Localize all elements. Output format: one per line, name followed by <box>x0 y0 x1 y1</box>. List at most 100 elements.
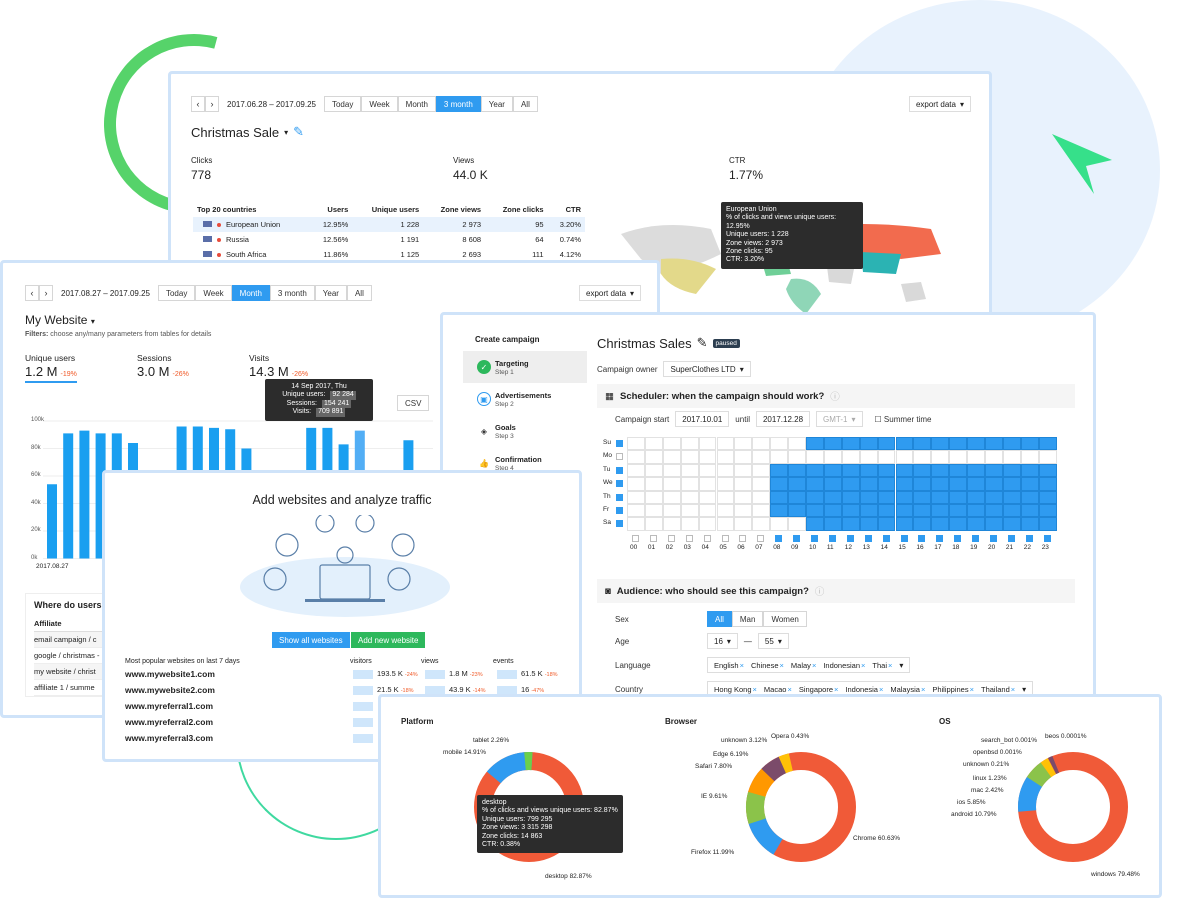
day-checkbox[interactable] <box>616 480 623 488</box>
prev-period-button[interactable]: ‹ <box>191 96 205 112</box>
bar[interactable] <box>47 484 57 559</box>
prev-period-button-2[interactable]: ‹ <box>25 285 39 301</box>
period-tab[interactable]: Year <box>314 285 347 301</box>
hour-checkbox[interactable] <box>793 534 801 542</box>
website-link[interactable]: www.mywebsite2.com <box>125 685 215 695</box>
period-tab[interactable]: Week <box>195 285 232 301</box>
sex-option[interactable]: Man <box>731 611 764 627</box>
hour-checkbox[interactable] <box>649 534 657 542</box>
remove-icon[interactable]: × <box>888 660 893 670</box>
day-checkbox[interactable] <box>616 520 623 528</box>
hour-checkbox[interactable] <box>828 534 836 542</box>
summer-time-checkbox[interactable]: ☐ Summer time <box>874 414 932 424</box>
hour-checkbox[interactable] <box>775 534 783 542</box>
hour-checkbox[interactable] <box>703 534 711 542</box>
period-tab[interactable]: 3 month <box>435 96 481 112</box>
period-tab[interactable]: Today <box>157 285 196 301</box>
table-row[interactable]: South Africa 11.86% 1 125 2 693 111 4.12% <box>193 247 585 262</box>
sex-option[interactable]: Women <box>763 611 807 627</box>
country-chip[interactable]: Singapore × <box>798 684 839 694</box>
owner-select[interactable]: SuperClothes LTD ▾ <box>663 361 751 377</box>
remove-icon[interactable]: × <box>920 684 926 694</box>
hour-checkbox[interactable] <box>990 534 997 542</box>
export-data-select-2[interactable]: export data ▾ <box>579 285 642 301</box>
sex-option[interactable]: All <box>707 611 732 627</box>
period-tab[interactable]: All <box>346 285 372 301</box>
remove-icon[interactable]: × <box>878 684 884 694</box>
hour-checkbox[interactable] <box>1007 534 1015 542</box>
remove-icon[interactable]: × <box>787 684 792 694</box>
dropdown-icon[interactable]: ▾ <box>899 660 904 670</box>
end-date-input[interactable]: 2017.12.28 <box>755 411 811 427</box>
remove-icon[interactable]: × <box>969 684 974 694</box>
day-checkbox[interactable] <box>616 466 623 474</box>
hour-checkbox[interactable] <box>936 534 944 542</box>
hour-checkbox[interactable] <box>721 534 729 542</box>
add-new-website-button[interactable]: Add new website <box>351 632 426 648</box>
period-tab[interactable]: Month <box>231 285 270 301</box>
language-chip[interactable]: Malay × <box>790 660 817 670</box>
language-chip[interactable]: Indonesian × <box>823 660 866 670</box>
day-checkbox[interactable] <box>616 507 623 514</box>
day-checkbox[interactable] <box>616 493 623 501</box>
language-chip[interactable]: English × <box>714 660 744 670</box>
edit-pencil-icon[interactable]: ✎ <box>293 124 305 139</box>
period-tab[interactable]: Month <box>397 96 436 112</box>
country-chip[interactable]: Macao × <box>763 684 792 694</box>
period-tab[interactable]: Year <box>480 96 513 112</box>
period-tab[interactable]: 3 month <box>269 285 315 301</box>
age-to-select[interactable]: 55 ▾ <box>757 633 789 649</box>
remove-icon[interactable]: × <box>861 660 866 670</box>
hour-checkbox[interactable] <box>918 534 926 542</box>
hour-checkbox[interactable] <box>972 534 980 542</box>
table-row[interactable]: European Union 12.95% 1 228 2 973 95 3.20% <box>193 217 585 232</box>
website-link[interactable]: www.myreferral3.com <box>125 733 214 743</box>
table-row[interactable]: Russia 12.56% 1 191 8 608 64 0.74% <box>193 232 585 247</box>
country-chip[interactable]: Indonesia × <box>845 684 884 694</box>
hour-checkbox[interactable] <box>757 534 765 542</box>
website-link[interactable]: www.myreferral1.com <box>125 701 214 711</box>
period-tab[interactable]: All <box>512 96 538 112</box>
hour-checkbox[interactable] <box>685 534 693 542</box>
hour-checkbox[interactable] <box>739 534 747 542</box>
remove-icon[interactable]: × <box>779 660 784 670</box>
hour-checkbox[interactable] <box>846 534 854 542</box>
hour-checkbox[interactable] <box>882 534 890 542</box>
bar[interactable] <box>79 430 90 559</box>
export-data-select[interactable]: export data ▾ <box>908 96 971 112</box>
age-from-select[interactable]: 16 ▾ <box>707 633 738 649</box>
remove-icon[interactable]: × <box>752 684 757 694</box>
day-checkbox[interactable] <box>616 440 623 447</box>
timezone-select[interactable]: GMT-1 ▾ <box>816 411 863 427</box>
hour-checkbox[interactable] <box>667 534 675 542</box>
website-link[interactable]: www.myreferral2.com <box>125 717 214 727</box>
csv-button[interactable]: CSV <box>397 395 430 411</box>
language-chip[interactable]: Thai × <box>872 660 893 670</box>
period-tab[interactable]: Today <box>323 96 362 112</box>
language-chip[interactable]: Chinese × <box>751 660 784 670</box>
remove-icon[interactable]: × <box>811 660 817 670</box>
next-period-button[interactable]: › <box>205 96 219 112</box>
dropdown-icon[interactable]: ▾ <box>1022 684 1027 694</box>
day-checkbox[interactable] <box>616 453 623 461</box>
help-icon[interactable]: ⓘ <box>830 392 840 403</box>
hour-checkbox[interactable] <box>811 534 818 542</box>
country-chip[interactable]: Philippines × <box>932 684 974 694</box>
bar[interactable] <box>95 433 106 559</box>
website-link[interactable]: www.mywebsite1.com <box>125 669 215 679</box>
edit-pencil-icon-2[interactable]: ✎ <box>696 335 708 350</box>
hour-checkbox[interactable] <box>1043 534 1051 542</box>
country-chip[interactable]: Hong Kong × <box>714 684 757 694</box>
hour-checkbox[interactable] <box>1025 534 1033 542</box>
show-all-websites-button[interactable]: Show all websites <box>272 632 350 648</box>
country-chip[interactable]: Malaysia × <box>890 684 926 694</box>
remove-icon[interactable]: × <box>739 660 744 670</box>
remove-icon[interactable]: × <box>834 684 839 694</box>
bar[interactable] <box>63 433 74 559</box>
period-tab[interactable]: Week <box>361 96 398 112</box>
remove-icon[interactable]: × <box>1010 684 1016 694</box>
hour-checkbox[interactable] <box>900 534 908 542</box>
country-chip[interactable]: Thailand × <box>981 684 1016 694</box>
help-icon-2[interactable]: ⓘ <box>814 587 825 598</box>
hour-checkbox[interactable] <box>954 534 962 542</box>
